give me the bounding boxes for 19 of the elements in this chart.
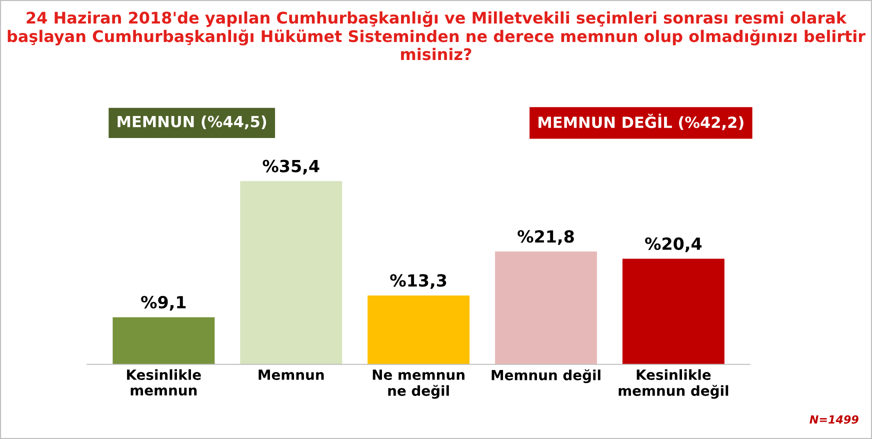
text: MEMNUN (%44,5) — [118, 116, 266, 130]
chart-title: 24 Haziran 2018'de yapılan Cumhurbaşkanlığı ve Milletvekili seçimleri sonrası resmi olarak başlayan Cumhurbaşkanlığı Hükümet Sisteminden ne derece memnun olup olmadığınızı belirtir misiniz? — [8, 10, 866, 60]
data-label: %13,3 — [390, 274, 446, 289]
data-label: %21,8 — [518, 230, 574, 245]
bar — [622, 258, 724, 364]
x-tick-label: Kesinlikle memnun — [127, 369, 201, 396]
x-tick-label: Kesinlikle memnun değil — [618, 369, 728, 399]
data-label: %9,1 — [141, 296, 186, 311]
bar — [240, 181, 342, 364]
text: N=1499 — [810, 415, 858, 424]
bar — [368, 296, 470, 364]
bar — [495, 252, 597, 364]
x-tick-label: Memnun değil — [492, 369, 600, 384]
bar — [112, 317, 215, 364]
text: MEMNUN DEĞİL (%42,2) — [538, 114, 744, 130]
data-label: %35,4 — [262, 160, 320, 174]
x-tick-label: Ne memnun ne değil — [372, 370, 464, 399]
x-tick-label: Memnun — [258, 370, 324, 380]
data-label: %20,4 — [645, 237, 702, 252]
